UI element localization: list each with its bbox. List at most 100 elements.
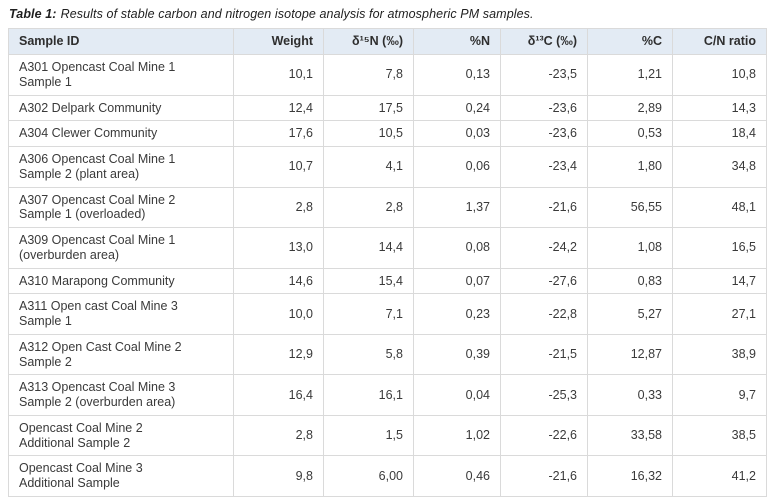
cell-pct-n: 0,08 <box>413 227 501 269</box>
cell-sample-id: A302 Delpark Community <box>8 94 234 122</box>
cell-pct-n: 1,37 <box>413 186 501 228</box>
cell-d13c: -24,2 <box>500 227 588 269</box>
cell-sample-id: A313 Opencast Coal Mine 3 Sample 2 (over… <box>8 374 234 416</box>
cell-cn-ratio: 41,2 <box>672 455 767 497</box>
cell-cn-ratio: 16,5 <box>672 227 767 269</box>
cell-pct-c: 2,89 <box>587 94 673 122</box>
cell-sample-id: A311 Open cast Coal Mine 3 Sample 1 <box>8 293 234 335</box>
cell-weight: 16,4 <box>233 374 324 416</box>
cell-pct-n: 0,06 <box>413 146 501 188</box>
cell-d15n: 1,5 <box>323 414 414 457</box>
cell-pct-c: 56,55 <box>587 186 673 228</box>
cell-weight: 10,7 <box>233 146 324 188</box>
cell-weight: 10,1 <box>233 54 324 96</box>
cell-pct-c: 1,21 <box>587 54 673 96</box>
cell-cn-ratio: 38,9 <box>672 333 767 376</box>
cell-pct-n: 0,07 <box>413 267 501 295</box>
cell-sample-id: A309 Opencast Coal Mine 1 (overburden ar… <box>8 227 234 269</box>
cell-pct-c: 16,32 <box>587 455 673 497</box>
cell-d13c: -21,6 <box>500 455 588 497</box>
table-header: Sample ID Weight δ¹⁵N (‰) %N δ¹³C (‰) %C… <box>8 28 767 55</box>
cell-sample-id: Opencast Coal Mine 2 Additional Sample 2 <box>8 414 234 457</box>
cell-weight: 10,0 <box>233 293 324 335</box>
cell-sample-id: A304 Clewer Community <box>8 120 234 147</box>
cell-weight: 13,0 <box>233 227 324 269</box>
table-row: A311 Open cast Coal Mine 3 Sample 1 10,0… <box>8 293 767 335</box>
cell-sample-id: A306 Opencast Coal Mine 1 Sample 2 (plan… <box>8 146 234 188</box>
column-header-d15n: δ¹⁵N (‰) <box>323 28 414 55</box>
cell-d13c: -23,5 <box>500 54 588 96</box>
table-row: A309 Opencast Coal Mine 1 (overburden ar… <box>8 227 767 269</box>
cell-cn-ratio: 10,8 <box>672 54 767 96</box>
table-row: A306 Opencast Coal Mine 1 Sample 2 (plan… <box>8 146 767 188</box>
cell-d15n: 6,00 <box>323 455 414 497</box>
cell-weight: 9,8 <box>233 455 324 497</box>
cell-cn-ratio: 34,8 <box>672 146 767 188</box>
cell-pct-c: 33,58 <box>587 414 673 457</box>
cell-pct-n: 0,03 <box>413 120 501 147</box>
cell-d15n: 10,5 <box>323 120 414 147</box>
cell-pct-n: 0,04 <box>413 374 501 416</box>
cell-pct-c: 1,80 <box>587 146 673 188</box>
table-row: A302 Delpark Community 12,4 17,5 0,24 -2… <box>8 94 767 122</box>
cell-d13c: -21,6 <box>500 186 588 228</box>
cell-d15n: 2,8 <box>323 186 414 228</box>
cell-d15n: 16,1 <box>323 374 414 416</box>
cell-sample-id: A312 Open Cast Coal Mine 2 Sample 2 <box>8 333 234 376</box>
cell-d13c: -23,4 <box>500 146 588 188</box>
cell-pct-c: 5,27 <box>587 293 673 335</box>
cell-cn-ratio: 27,1 <box>672 293 767 335</box>
column-header-cn-ratio: C/N ratio <box>672 28 767 55</box>
header-row: Sample ID Weight δ¹⁵N (‰) %N δ¹³C (‰) %C… <box>8 28 767 55</box>
column-header-d13c: δ¹³C (‰) <box>500 28 588 55</box>
table-row: A304 Clewer Community 17,6 10,5 0,03 -23… <box>8 120 767 147</box>
cell-weight: 14,6 <box>233 267 324 295</box>
cell-d13c: -23,6 <box>500 120 588 147</box>
cell-weight: 12,9 <box>233 333 324 376</box>
cell-d13c: -21,5 <box>500 333 588 376</box>
cell-pct-n: 0,39 <box>413 333 501 376</box>
cell-pct-n: 0,46 <box>413 455 501 497</box>
cell-weight: 2,8 <box>233 414 324 457</box>
cell-pct-c: 1,08 <box>587 227 673 269</box>
table-row: A313 Opencast Coal Mine 3 Sample 2 (over… <box>8 374 767 416</box>
column-header-pct-c: %C <box>587 28 673 55</box>
cell-cn-ratio: 14,7 <box>672 267 767 295</box>
column-header-weight: Weight <box>233 28 324 55</box>
cell-sample-id: Opencast Coal Mine 3 Additional Sample <box>8 455 234 497</box>
cell-weight: 2,8 <box>233 186 324 228</box>
cell-d13c: -25,3 <box>500 374 588 416</box>
cell-pct-n: 0,23 <box>413 293 501 335</box>
cell-weight: 12,4 <box>233 94 324 122</box>
cell-sample-id: A301 Opencast Coal Mine 1 Sample 1 <box>8 54 234 96</box>
table-row: A301 Opencast Coal Mine 1 Sample 1 10,1 … <box>8 54 767 96</box>
table-caption-label: Table 1: <box>9 7 57 21</box>
cell-d13c: -27,6 <box>500 267 588 295</box>
cell-pct-c: 0,33 <box>587 374 673 416</box>
cell-cn-ratio: 38,5 <box>672 414 767 457</box>
cell-pct-c: 0,83 <box>587 267 673 295</box>
cell-d15n: 17,5 <box>323 94 414 122</box>
cell-cn-ratio: 48,1 <box>672 186 767 228</box>
cell-pct-c: 0,53 <box>587 120 673 147</box>
cell-d15n: 5,8 <box>323 333 414 376</box>
cell-cn-ratio: 9,7 <box>672 374 767 416</box>
cell-d15n: 4,1 <box>323 146 414 188</box>
cell-cn-ratio: 14,3 <box>672 94 767 122</box>
cell-d13c: -22,6 <box>500 414 588 457</box>
column-header-sample-id: Sample ID <box>8 28 234 55</box>
cell-pct-c: 12,87 <box>587 333 673 376</box>
cell-d15n: 15,4 <box>323 267 414 295</box>
table-row: Opencast Coal Mine 3 Additional Sample 9… <box>8 455 767 497</box>
cell-pct-n: 0,24 <box>413 94 501 122</box>
table-caption: Table 1: Results of stable carbon and nit… <box>9 7 767 21</box>
cell-d13c: -23,6 <box>500 94 588 122</box>
table-row: A310 Marapong Community 14,6 15,4 0,07 -… <box>8 267 767 295</box>
cell-d15n: 7,1 <box>323 293 414 335</box>
table-row: A307 Opencast Coal Mine 2 Sample 1 (over… <box>8 186 767 228</box>
cell-weight: 17,6 <box>233 120 324 147</box>
cell-d15n: 7,8 <box>323 54 414 96</box>
cell-sample-id: A310 Marapong Community <box>8 267 234 295</box>
table-body: A301 Opencast Coal Mine 1 Sample 1 10,1 … <box>8 54 767 497</box>
